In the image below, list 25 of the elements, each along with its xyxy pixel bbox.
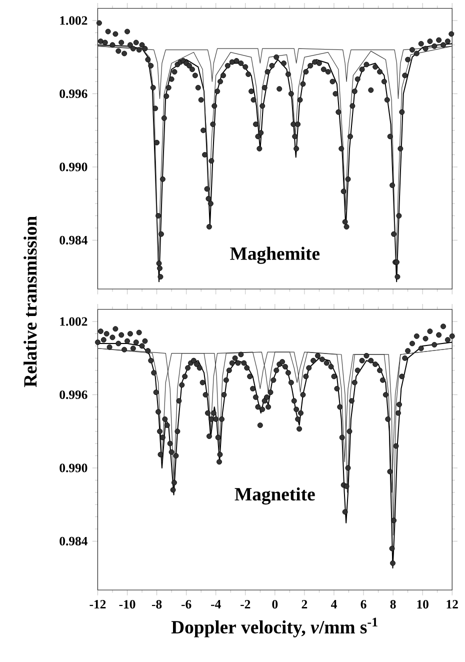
y-tick-label: 0.996 — [60, 89, 88, 98]
x-tick-label: -8 — [152, 600, 162, 609]
x-tick-label: 6 — [360, 600, 366, 609]
y-axis-title: Relative transmission — [24, 216, 37, 388]
x-tick-label: 12 — [446, 600, 458, 608]
y-tick-label: 0.996 — [60, 390, 88, 400]
x-axis-title: Doppler velocity, v/mm s$^{-1}$ — [171, 618, 378, 638]
x-tick-label: -10 — [119, 600, 136, 609]
y-tick-label: 1.002 — [60, 317, 88, 326]
y-tick-label: 0.990 — [60, 162, 88, 172]
y-tick-label: 0.990 — [60, 464, 88, 472]
x-tick-label: 4 — [330, 600, 337, 608]
x-tick-label: -12 — [90, 600, 106, 608]
annotation: Magnetite — [234, 487, 315, 505]
x-tick-label: -2 — [240, 600, 250, 608]
x-tick-label: 0 — [272, 600, 278, 609]
x-tick-label: 10 — [417, 600, 428, 609]
x-tick-label: -6 — [182, 600, 192, 609]
x-tick-label: 2 — [302, 600, 308, 608]
x-tick-label: -4 — [211, 600, 221, 608]
y-tick-label: 0.984 — [60, 536, 88, 546]
y-tick-label: 0.984 — [60, 236, 88, 244]
x-tick-label: 8 — [390, 600, 396, 609]
annotation: Maghemite — [230, 246, 320, 264]
y-tick-label: 1.002 — [60, 16, 88, 25]
